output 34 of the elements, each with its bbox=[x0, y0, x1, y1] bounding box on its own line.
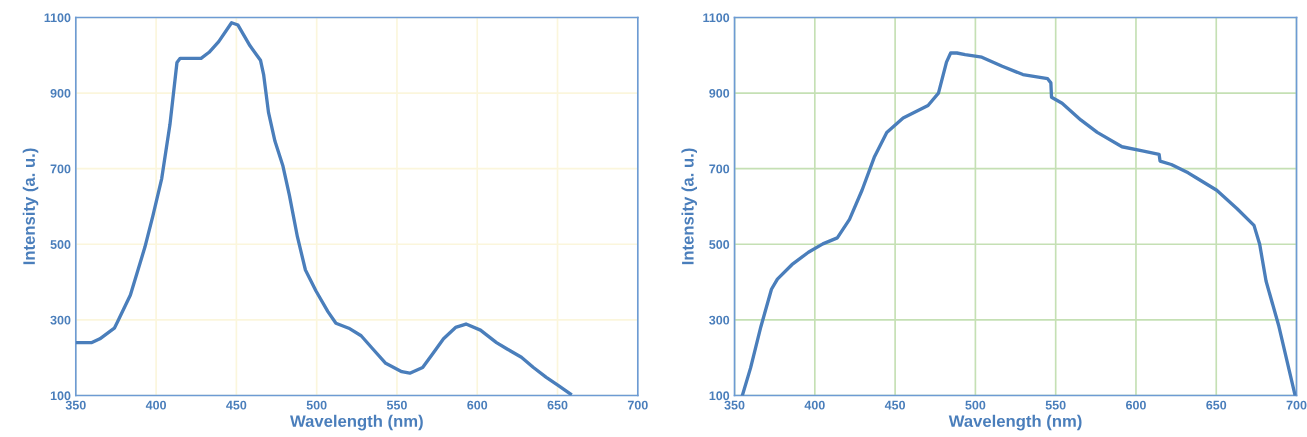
x-tick-label: 400 bbox=[145, 400, 167, 410]
x-tick-label: 550 bbox=[386, 400, 407, 410]
y-tick-label: 900 bbox=[709, 88, 730, 98]
y-tick-label: 100 bbox=[50, 391, 71, 401]
y-tick-label: 500 bbox=[50, 240, 71, 249]
y-tick-label: 1100 bbox=[44, 13, 71, 23]
x-tick-label: 400 bbox=[804, 400, 825, 410]
x-tick-label: 450 bbox=[226, 400, 247, 410]
y-tick-label: 1100 bbox=[703, 13, 730, 23]
x-axis-title: Wavelength (nm) bbox=[948, 414, 1082, 431]
x-tick-label: 350 bbox=[724, 400, 745, 410]
y-tick-label: 700 bbox=[709, 164, 730, 174]
x-tick-label: 650 bbox=[547, 400, 568, 410]
x-tick-label: 500 bbox=[965, 400, 986, 410]
line-series bbox=[75, 21, 573, 396]
x-tick-label: 500 bbox=[306, 400, 327, 410]
x-tick-label: 700 bbox=[627, 400, 648, 410]
x-tick-label: 700 bbox=[1286, 400, 1307, 410]
y-tick-label: 100 bbox=[709, 391, 730, 401]
x-tick-label: 600 bbox=[1126, 400, 1146, 410]
x-tick-label: 350 bbox=[65, 400, 86, 410]
x-tick-label: 450 bbox=[884, 400, 906, 410]
x-tick-label: 650 bbox=[1206, 400, 1227, 410]
y-axis-title: Intensity (a. u.) bbox=[22, 148, 39, 265]
x-tick-label: 600 bbox=[467, 400, 488, 410]
y-tick-label: 700 bbox=[50, 164, 71, 174]
y-tick-label: 900 bbox=[50, 88, 71, 98]
y-tick-label: 300 bbox=[709, 315, 730, 325]
x-axis-title: Wavelength (nm) bbox=[290, 414, 423, 431]
line-series bbox=[740, 51, 1297, 396]
x-tick-label: 550 bbox=[1045, 400, 1066, 410]
y-tick-label: 300 bbox=[50, 315, 71, 325]
y-tick-label: 500 bbox=[709, 240, 730, 249]
y-axis-title: Intensity (a. u.) bbox=[681, 148, 697, 265]
